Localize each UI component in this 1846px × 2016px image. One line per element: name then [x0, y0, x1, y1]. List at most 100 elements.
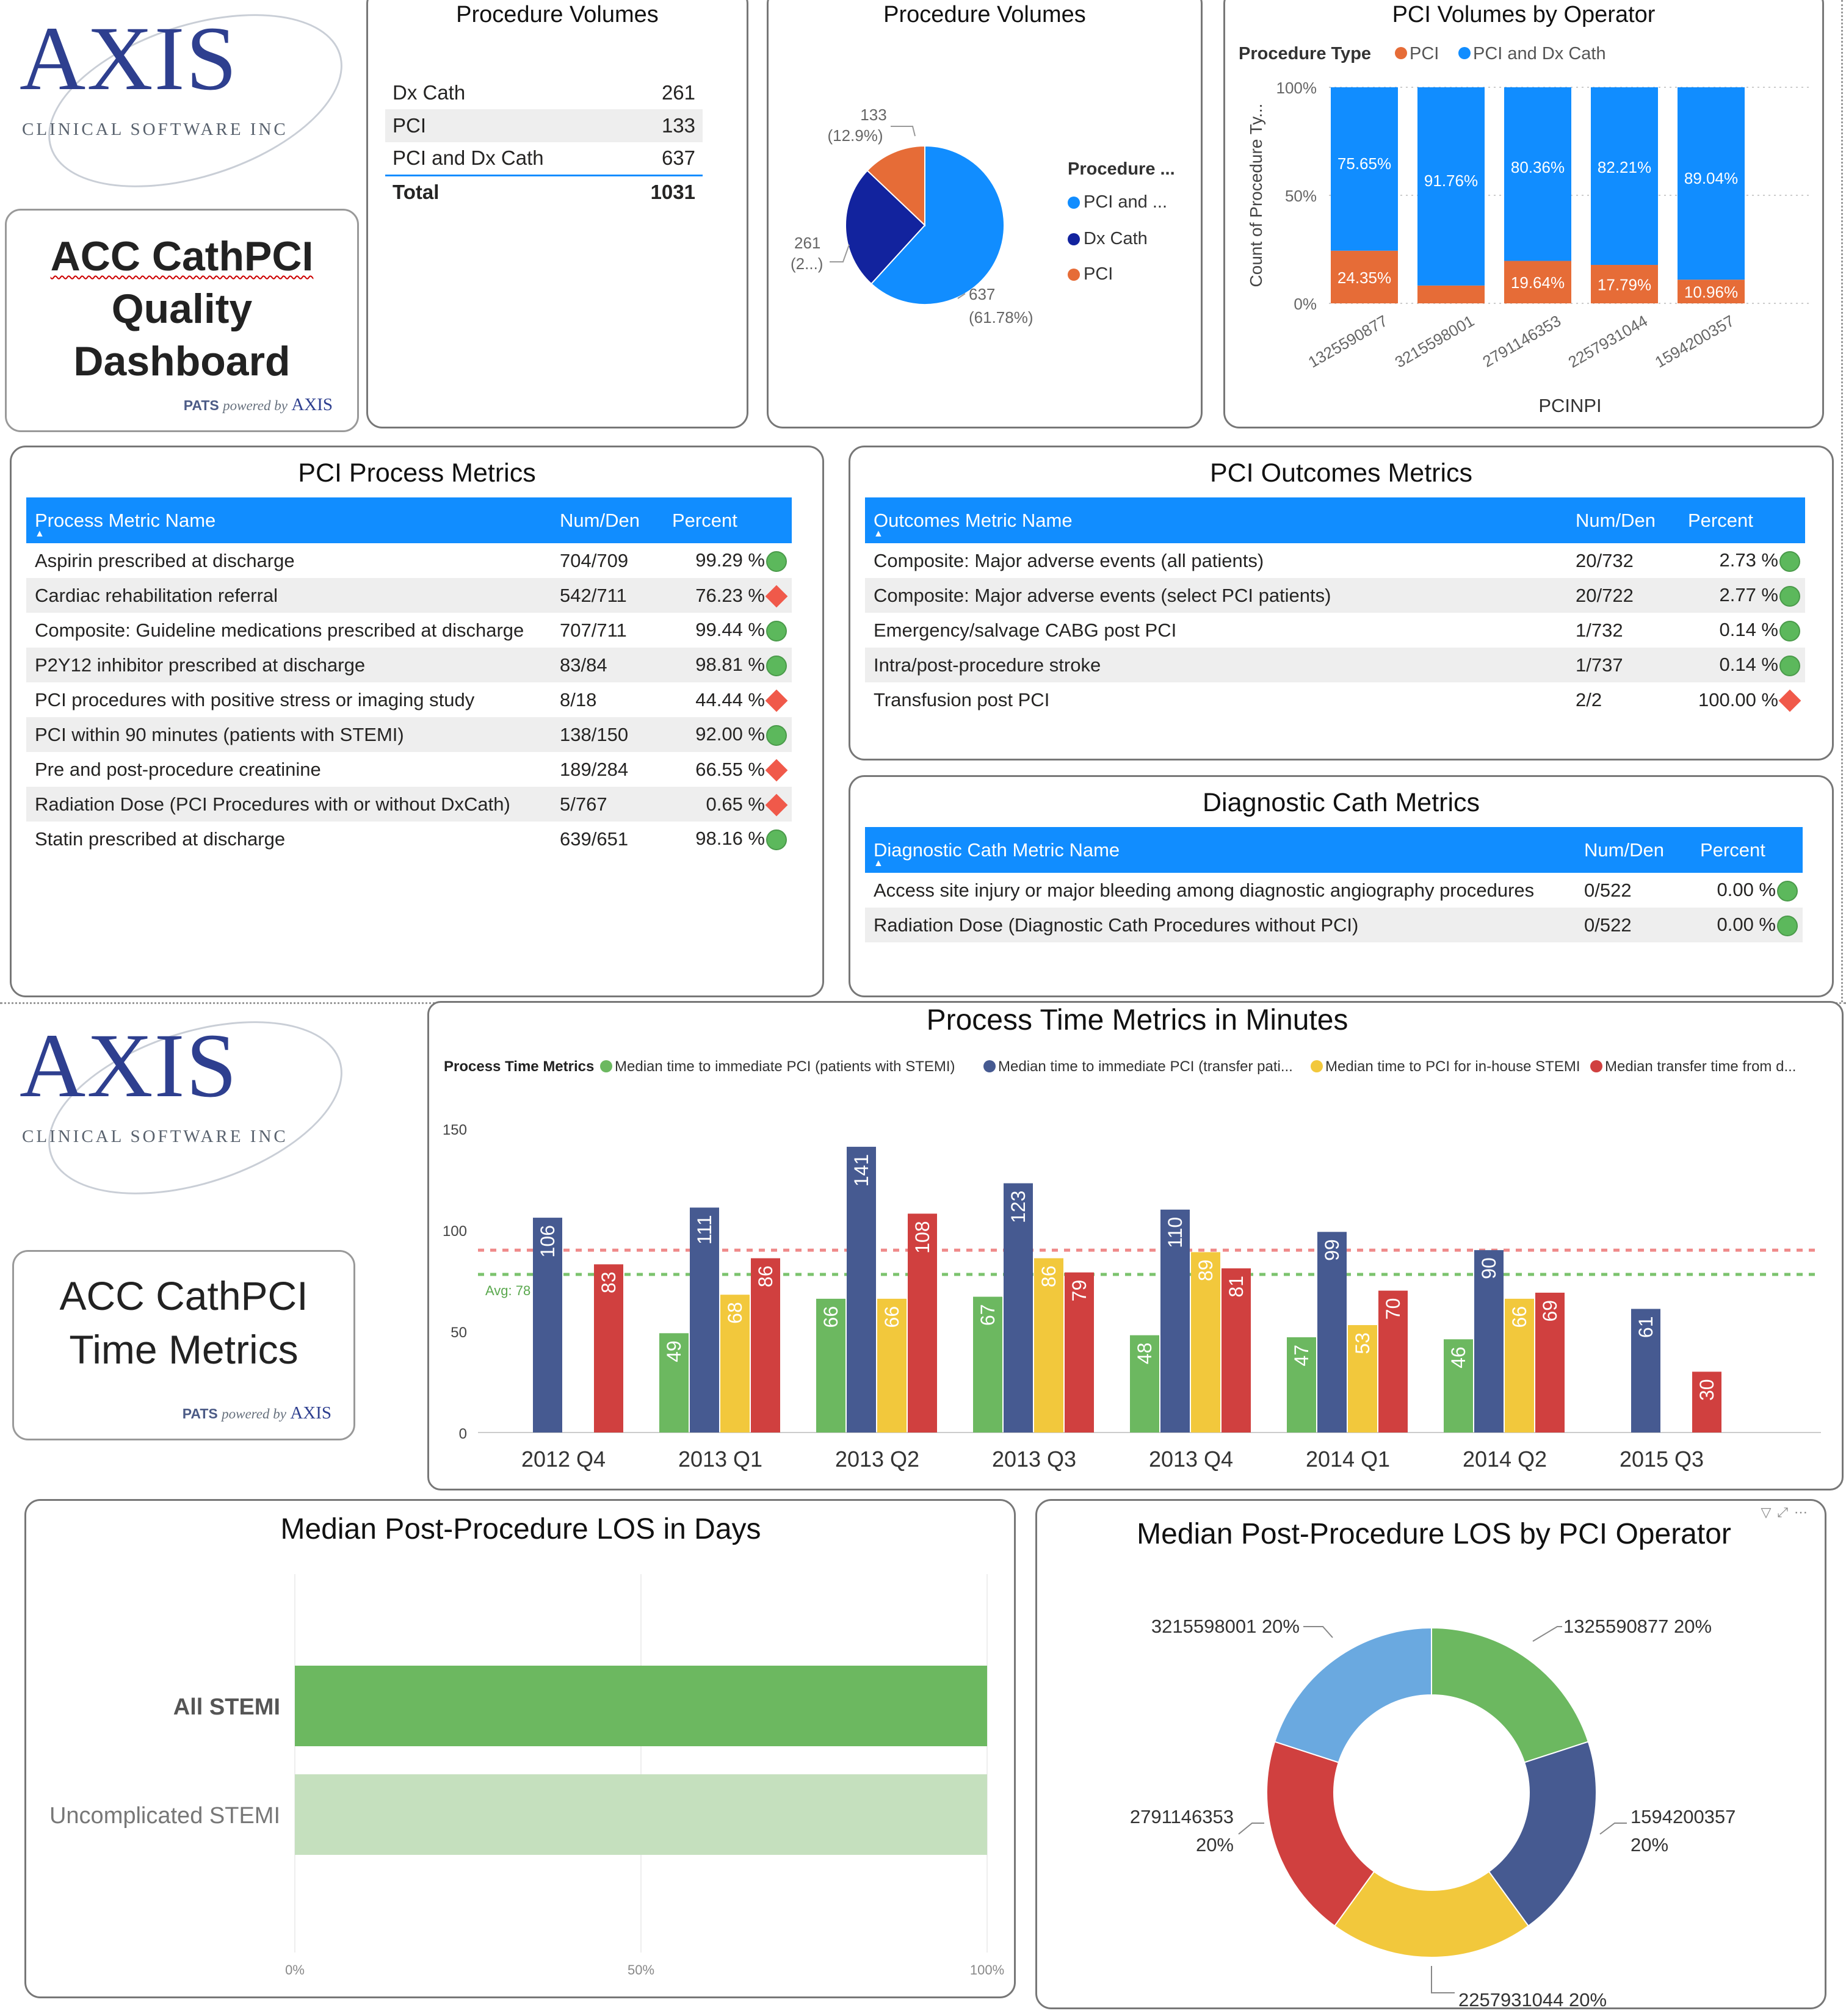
metric-numden: 2/2 — [1567, 682, 1679, 717]
col-header-name[interactable]: Process Metric Name ▲ — [26, 497, 551, 543]
metric-name-text: Transfusion post PCI — [874, 688, 1050, 710]
metric-percent-text: 100.00 % — [1698, 688, 1778, 710]
metric-percent-text: 0.14 % — [1719, 619, 1778, 641]
metric-percent: 0.14 % — [1679, 613, 1805, 648]
table-row[interactable]: Dx Cath 261 — [385, 76, 703, 109]
sort-up-icon[interactable]: ▲ — [35, 529, 45, 539]
table-row[interactable]: Composite: Major adverse events (select … — [865, 578, 1805, 613]
col-header-percent[interactable]: Percent — [664, 497, 792, 543]
table-row[interactable]: PCI procedures with positive stress or i… — [26, 682, 792, 717]
metric-numden: 20/722 — [1567, 578, 1679, 613]
bar-segment-pci — [1331, 250, 1398, 303]
row-label: PCI — [385, 109, 556, 142]
metric-name: Access site injury or major bleeding amo… — [865, 873, 1576, 908]
more-options-icon[interactable]: ⋯ — [1794, 1505, 1814, 1520]
metric-name: Statin prescribed at discharge — [26, 822, 551, 856]
sort-up-icon[interactable]: ▲ — [874, 858, 883, 869]
los-bar-card: Median Post-Procedure LOS in Days 0% 50% 10… — [24, 1499, 1016, 1998]
los-bar — [295, 1666, 987, 1746]
green-circle-icon — [1779, 551, 1800, 572]
metric-percent-text: 99.29 % — [695, 549, 765, 571]
table-row[interactable]: P2Y12 inhibitor prescribed at discharge 8… — [26, 648, 792, 682]
metric-name: PCI within 90 minutes (patients with STE… — [26, 717, 551, 752]
metric-numden: 0/522 — [1576, 873, 1692, 908]
pats-badge: PATS powered by AXIS — [183, 395, 333, 414]
col-header-percent[interactable]: Percent — [1692, 827, 1803, 873]
avg-label: Avg: 78 — [485, 1283, 530, 1298]
los-bar — [295, 1774, 987, 1855]
leader-line — [957, 293, 966, 299]
pie-legend-item[interactable]: Dx Cath — [1068, 229, 1148, 249]
legend-label: PCI — [1410, 44, 1439, 63]
operator-volumes-card: PCI Volumes by Operator Procedure Type PC… — [1223, 0, 1824, 428]
table-row[interactable]: Radiation Dose (Diagnostic Cath Procedur… — [865, 908, 1803, 942]
metric-percent: 0.00 % — [1692, 908, 1803, 942]
bar-segment-pci — [1591, 265, 1658, 303]
time-bar — [1317, 1232, 1347, 1433]
slice-label: 637 — [969, 285, 995, 303]
leader-line — [1532, 1626, 1562, 1642]
data-label: 17.79% — [1598, 276, 1651, 294]
diagnostic-metrics-card: Diagnostic Cath Metrics Diagnostic Cath … — [849, 775, 1834, 997]
table-row[interactable]: Cardiac rehabilitation referral 542/711 76… — [26, 578, 792, 613]
pie-legend-item[interactable]: PCI and ... — [1068, 192, 1167, 212]
green-circle-icon — [766, 655, 787, 676]
bar-value-label: 90 — [1478, 1257, 1500, 1279]
metric-percent: 98.16 % — [664, 822, 792, 856]
metric-name-text: Emergency/salvage CABG post PCI — [874, 619, 1177, 641]
col-header-numden[interactable]: Num/Den — [551, 497, 664, 543]
bar-segment-pci-dx — [1331, 87, 1398, 251]
metric-name: Aspirin prescribed at discharge — [26, 543, 551, 578]
table-row[interactable]: Intra/post-procedure stroke 1/737 0.14 % — [865, 648, 1805, 682]
table-row[interactable]: Composite: Guideline medications prescri… — [26, 613, 792, 648]
metric-numden-text: 189/284 — [560, 758, 629, 780]
col-header-percent[interactable]: Percent — [1679, 497, 1805, 543]
sort-up-icon[interactable]: ▲ — [874, 529, 883, 539]
table-row[interactable]: Transfusion post PCI 2/2 100.00 % — [865, 682, 1805, 717]
focus-mode-icon[interactable]: ⤢ — [1777, 1505, 1794, 1520]
table-row[interactable]: PCI and Dx Cath 637 — [385, 142, 703, 175]
filter-icon[interactable]: ▽ — [1761, 1505, 1778, 1520]
los-horizontal-bar-chart: Median Post-Procedure LOS in Days 0% 50% 10… — [49, 1513, 1004, 1978]
bar-value-label: 68 — [724, 1302, 746, 1324]
x-axis-label: PCINPI — [1538, 395, 1601, 416]
table-row[interactable]: PCI 133 — [385, 109, 703, 142]
x-tick-label: 2013 Q3 — [992, 1447, 1076, 1472]
x-tick-label: 2013 Q4 — [1149, 1447, 1233, 1472]
metric-numden: 542/711 — [551, 578, 664, 613]
table-row[interactable]: Composite: Major adverse events (all pat… — [865, 543, 1805, 578]
time-bar — [594, 1264, 623, 1433]
pie-legend-item[interactable]: PCI — [1068, 264, 1113, 284]
table-row[interactable]: Access site injury or major bleeding amo… — [865, 873, 1803, 908]
bar-segment-pci — [1678, 280, 1745, 303]
bar-value-label: 30 — [1696, 1379, 1718, 1401]
bar-segment-pci-dx — [1504, 87, 1571, 261]
metric-numden-text: 20/722 — [1576, 584, 1634, 606]
table-row[interactable]: Radiation Dose (PCI Procedures with or w… — [26, 787, 792, 822]
table-row[interactable]: Emergency/salvage CABG post PCI 1/732 0.14… — [865, 613, 1805, 648]
metric-numden: 8/18 — [551, 682, 664, 717]
table-row[interactable]: PCI within 90 minutes (patients with STE… — [26, 717, 792, 752]
operator-chart-title: PCI Volumes by Operator — [1392, 2, 1656, 27]
bar-value-label: 61 — [1635, 1316, 1657, 1338]
metric-percent: 0.00 % — [1692, 873, 1803, 908]
table-row[interactable]: Statin prescribed at discharge 639/651 98.… — [26, 822, 792, 856]
col-header-numden[interactable]: Num/Den — [1567, 497, 1679, 543]
metric-numden-text: 5/767 — [560, 793, 607, 815]
y-tick-label: 50% — [1285, 187, 1317, 205]
green-circle-icon — [1777, 880, 1798, 901]
total-row: Total 1031 — [385, 174, 703, 208]
table-row[interactable]: Pre and post-procedure creatinine 189/284… — [26, 752, 792, 787]
bar-segment-pci — [1504, 261, 1571, 303]
metric-name-text: Statin prescribed at discharge — [35, 828, 286, 850]
x-tick-label: 2014 Q1 — [1306, 1447, 1390, 1472]
col-header-name[interactable]: Outcomes Metric Name ▲ — [865, 497, 1567, 543]
table-row[interactable]: Aspirin prescribed at discharge 704/709 99… — [26, 543, 792, 578]
col-header-name[interactable]: Diagnostic Cath Metric Name ▲ — [865, 827, 1576, 873]
procedure-volumes-table-card: Procedure Volumes Dx Cath 261 PCI 133 PCI … — [366, 0, 748, 428]
procedure-volumes-pie-card: Procedure Volumes 133 (12.9%) 261 (2...) 637… — [767, 0, 1203, 428]
col-header-numden[interactable]: Num/Den — [1576, 827, 1692, 873]
x-tick-label: 50% — [628, 1962, 654, 1978]
y-tick-label: 100% — [1276, 79, 1317, 97]
x-tick-label: 2013 Q2 — [835, 1447, 919, 1472]
